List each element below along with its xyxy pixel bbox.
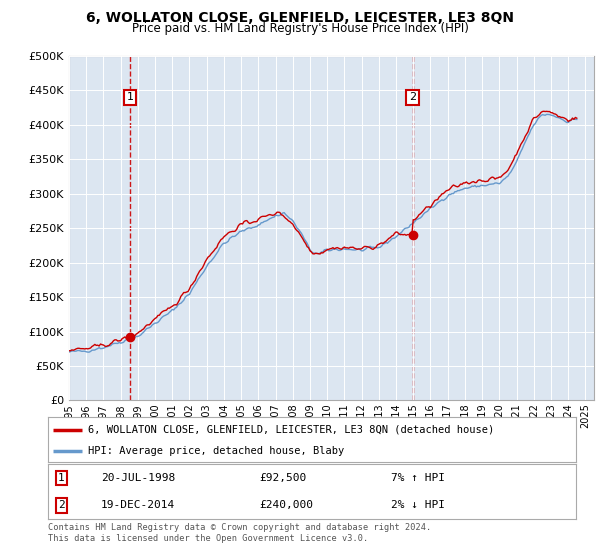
Text: 1: 1 <box>58 473 65 483</box>
Text: Contains HM Land Registry data © Crown copyright and database right 2024.: Contains HM Land Registry data © Crown c… <box>48 523 431 532</box>
Text: 2% ↓ HPI: 2% ↓ HPI <box>391 501 445 510</box>
Text: 20-JUL-1998: 20-JUL-1998 <box>101 473 175 483</box>
Text: This data is licensed under the Open Government Licence v3.0.: This data is licensed under the Open Gov… <box>48 534 368 543</box>
Text: £92,500: £92,500 <box>259 473 307 483</box>
Text: 2: 2 <box>409 92 416 102</box>
Text: Price paid vs. HM Land Registry's House Price Index (HPI): Price paid vs. HM Land Registry's House … <box>131 22 469 35</box>
Text: 1: 1 <box>127 92 134 102</box>
Text: 19-DEC-2014: 19-DEC-2014 <box>101 501 175 510</box>
Text: 2: 2 <box>58 501 65 510</box>
Text: HPI: Average price, detached house, Blaby: HPI: Average price, detached house, Blab… <box>88 446 344 456</box>
Text: 7% ↑ HPI: 7% ↑ HPI <box>391 473 445 483</box>
Text: 6, WOLLATON CLOSE, GLENFIELD, LEICESTER, LE3 8QN: 6, WOLLATON CLOSE, GLENFIELD, LEICESTER,… <box>86 11 514 25</box>
Text: 6, WOLLATON CLOSE, GLENFIELD, LEICESTER, LE3 8QN (detached house): 6, WOLLATON CLOSE, GLENFIELD, LEICESTER,… <box>88 424 494 435</box>
Text: £240,000: £240,000 <box>259 501 313 510</box>
